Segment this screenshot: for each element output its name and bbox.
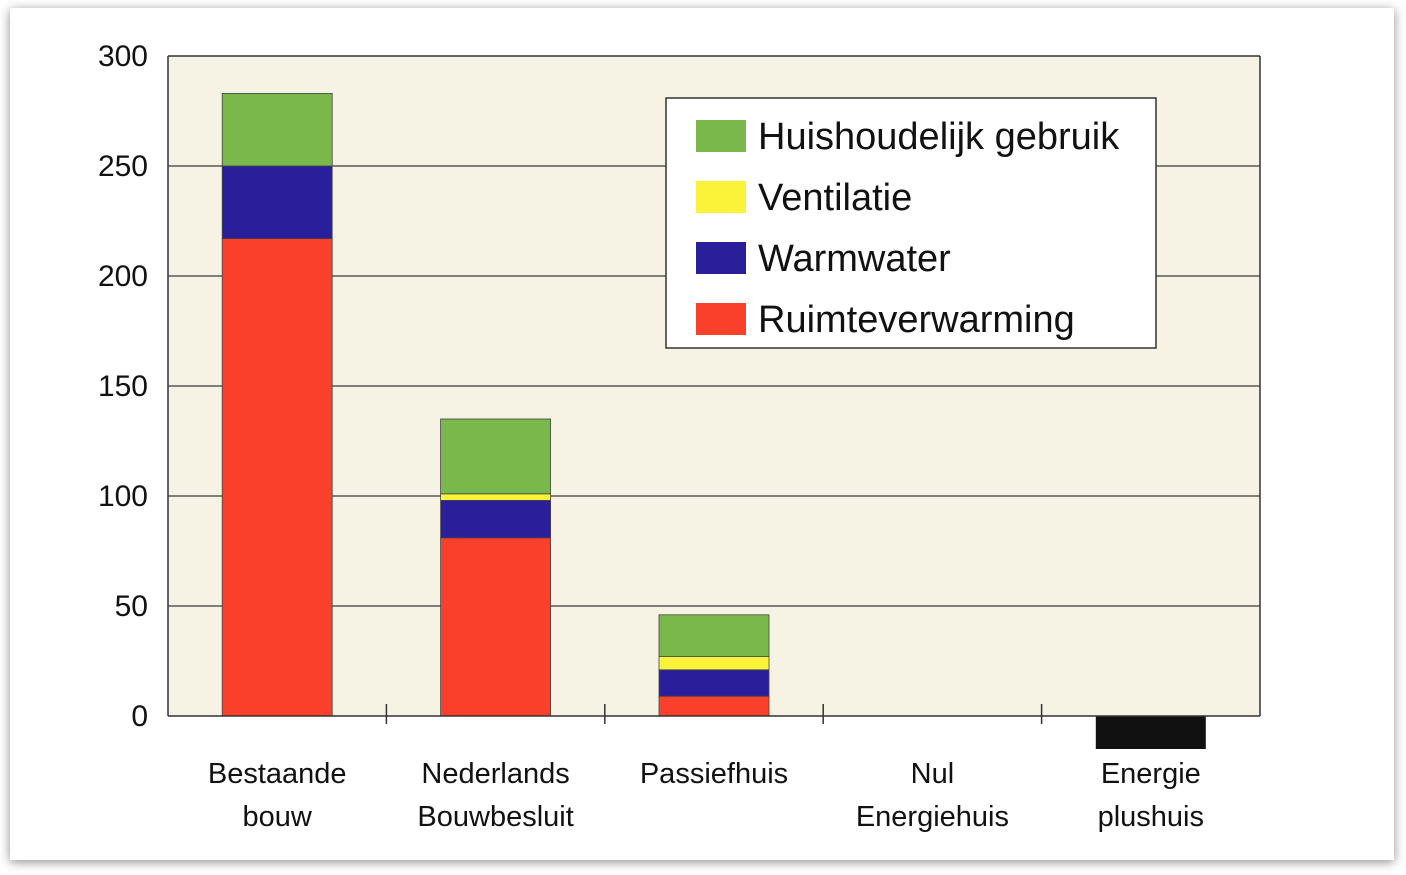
x-category-label: Energie plushuis [1098,758,1204,833]
stacked-bar-chart: 0 50 100 150 200 250 300 Bestaande bouw Nederlan… [98,40,1261,833]
bar-negative-energy-plushuis [1095,716,1206,749]
chart-frame: 0 50 100 150 200 250 300 Bestaande bouw Nederlan… [10,8,1394,860]
y-tick-label: 50 [115,590,148,623]
bar-segment-huishoudelijk-gebruik [440,418,552,495]
legend-label: Ventilatie [758,177,912,219]
legend-label: Ruimteverwarming [758,299,1075,341]
bar-segment-warmwater [658,669,770,697]
x-category-label: Bestaande bouw [208,758,347,833]
y-tick-label: 300 [98,40,148,73]
legend-swatch [696,120,746,152]
bar-segment-warmwater [440,499,552,539]
x-category-label: Nul Energiehuis [856,758,1009,833]
bar-segment-ventilatie [440,493,552,501]
bar-segment-warmwater [221,165,333,239]
y-tick-label: 150 [98,370,148,403]
y-tick-label: 0 [131,700,148,733]
bars [221,93,1206,749]
bar-segment-ruimteverwarming [658,695,770,717]
y-tick-labels: 0 50 100 150 200 250 300 [98,40,148,733]
y-tick-label: 250 [98,150,148,183]
bar-segment-huishoudelijk-gebruik [658,614,770,657]
bar-segment-ventilatie [658,656,770,671]
x-category-label: Passiefhuis [640,758,788,790]
bar-segment-huishoudelijk-gebruik [221,93,333,167]
legend-label: Huishoudelijk gebruik [758,116,1120,158]
legend: Huishoudelijk gebruik Ventilatie Warmwater… [665,97,1157,349]
legend-swatch [696,242,746,274]
legend-swatch [696,303,746,335]
y-tick-label: 200 [98,260,148,293]
legend-swatch [696,181,746,213]
legend-label: Warmwater [758,238,951,280]
bar-segment-ruimteverwarming [221,238,333,717]
y-tick-label: 100 [98,480,148,513]
x-category-label: Nederlands Bouwbesluit [417,758,573,833]
axes [167,55,1261,724]
bar-segment-ruimteverwarming [440,537,552,717]
x-category-labels: Bestaande bouw Nederlands Bouwbesluit Passie… [208,758,1204,833]
legend-box [665,97,1157,349]
